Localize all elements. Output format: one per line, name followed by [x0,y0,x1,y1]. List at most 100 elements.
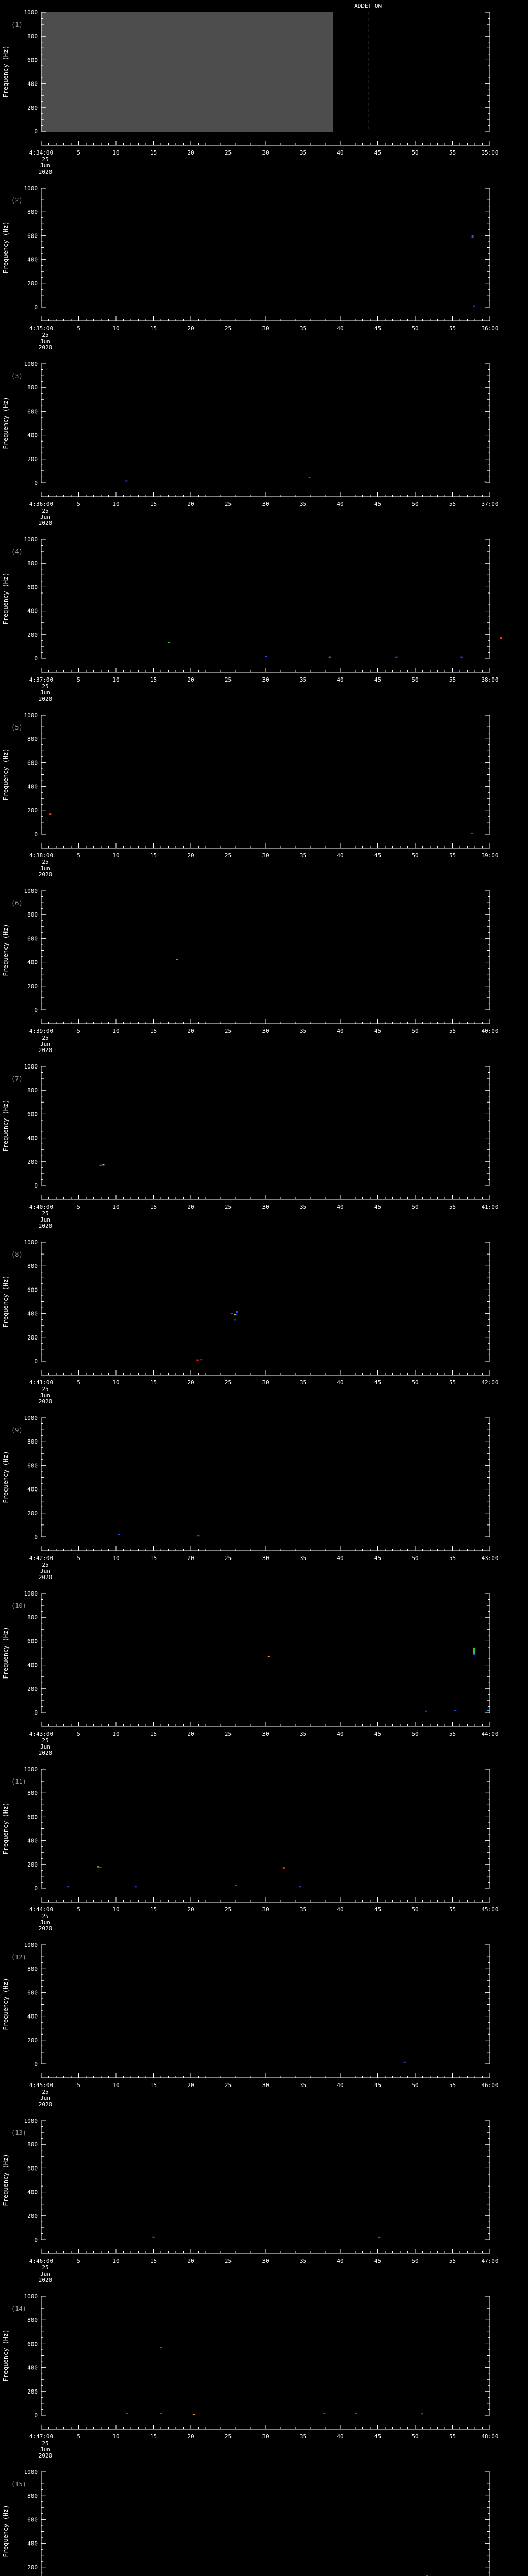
x-tick-label: 40 [337,1204,343,1210]
data-point [484,481,487,482]
x-tick-label: 10 [112,1379,119,1386]
x-axis-date-line: 25 [42,1562,48,1568]
x-tick-label-start: 4:35:00 [29,325,53,332]
x-tick-label: 45 [374,2082,381,2089]
y-tick-label: 200 [27,1159,38,1165]
x-tick-label: 50 [411,2258,418,2264]
x-tick-label: 10 [112,2258,119,2264]
spectrogram-panel: (4) Frequency (Hz) 1000 800 600 400 200 0 4:37:0… [0,527,528,703]
x-tick-label: 25 [225,1028,232,1035]
x-tick-label: 25 [225,1731,232,1737]
x-axis-date-line: Jun [40,514,51,520]
y-axis-title: Frequency (Hz) [2,1099,9,1151]
y-tick-label: 600 [27,2516,38,2523]
x-tick-label: 25 [225,2433,232,2440]
x-tick-label: 20 [187,501,194,507]
data-point [473,1654,475,1655]
x-axis-date-line: 2020 [39,1925,53,1932]
x-tick-label: 30 [262,501,269,507]
x-axis-date-line: 25 [42,859,48,866]
x-tick-label: 40 [337,1906,343,1913]
y-tick-label: 200 [27,280,38,287]
y-tick-label: 800 [27,209,38,215]
y-tick-label: 1000 [24,1590,38,1597]
data-point [99,1164,102,1166]
y-tick-label: 1000 [24,185,38,192]
x-tick-label: 15 [150,1204,157,1210]
panel-index-label: (11) [11,1778,26,1785]
x-axis-date-line: 2020 [39,1047,53,1054]
y-tick-label: 1000 [24,9,38,16]
x-tick-label: 15 [150,2433,157,2440]
x-tick-label: 40 [337,1731,343,1737]
data-point [235,1885,237,1886]
y-tick-label: 600 [27,1814,38,1820]
spectrogram-canvas: (5) Frequency (Hz) 1000 800 600 400 200 0 4:38:0… [2,712,499,878]
x-tick-label: 30 [262,852,269,859]
data-point [234,1314,236,1315]
data-point [328,656,331,658]
y-axis-title: Frequency (Hz) [2,1626,9,1679]
x-tick-label-end: 48:00 [481,2433,498,2440]
x-tick-label: 25 [225,2258,232,2264]
spectrogram-panel: (12) Frequency (Hz) 1000 800 600 400 200 0 4:45:… [0,1933,528,2108]
y-tick-label: 400 [27,1486,38,1493]
y-tick-label: 800 [27,1790,38,1797]
x-tick-label: 55 [449,1204,456,1210]
y-tick-label: 800 [27,560,38,567]
spectrogram-canvas: (14) Frequency (Hz) 1000 800 600 400 200 0 4:47:… [2,2293,499,2459]
x-tick-label: 45 [374,501,381,507]
y-tick-label: 600 [27,584,38,590]
y-tick-label: 800 [27,911,38,918]
x-tick-label-end: 47:00 [481,2258,498,2264]
y-tick-label: 600 [27,2341,38,2347]
x-tick-label: 55 [449,149,456,156]
y-tick-label: 600 [27,1462,38,1469]
y-axis-title: Frequency (Hz) [2,2154,9,2206]
spectrogram-panel: (9) Frequency (Hz) 1000 800 600 400 200 0 4:42:0… [0,1405,528,1581]
panel-index-label: (13) [11,2129,26,2137]
data-point [425,1710,427,1712]
x-axis-date-line: Jun [40,338,51,345]
x-tick-label: 25 [225,1204,232,1210]
x-tick-label: 5 [77,325,80,332]
x-tick-label: 45 [374,676,381,683]
x-tick-label-start: 4:46:00 [29,2258,53,2264]
data-point [125,480,128,482]
x-tick-label: 25 [225,1379,232,1386]
x-tick-label: 5 [77,1906,80,1913]
data-point [473,1647,475,1654]
x-tick-label: 35 [300,2082,306,2089]
y-tick-label: 400 [27,2013,38,2020]
spectrogram-panel: ADDET_ON (1) Frequency (Hz) 1000 800 600 400 20… [0,0,528,176]
x-axis-date-line: Jun [40,2446,51,2453]
x-tick-label: 45 [374,852,381,859]
y-tick-label: 400 [27,81,38,88]
x-tick-label: 10 [112,1906,119,1913]
axes-path [41,1769,490,1903]
y-tick-label: 400 [27,784,38,790]
x-tick-label-start: 4:45:00 [29,2082,53,2089]
x-tick-label: 35 [300,1906,306,1913]
x-axis-date-line: 25 [42,2089,48,2095]
x-axis-date-line: 25 [42,1386,48,1393]
x-tick-label-start: 4:47:00 [29,2433,53,2440]
x-tick-label: 50 [411,325,418,332]
axes-path [41,1066,490,1200]
x-tick-label: 30 [262,1731,269,1737]
panel-index-label: (1) [11,21,23,28]
x-tick-label: 5 [77,1731,80,1737]
y-tick-label: 400 [27,1838,38,1844]
x-axis-date-line: 2020 [39,520,53,527]
x-tick-label: 30 [262,325,269,332]
x-tick-label: 40 [337,852,343,859]
y-tick-label: 800 [27,1965,38,1972]
x-tick-label: 40 [337,676,343,683]
x-tick-label: 35 [300,2258,306,2264]
x-tick-label: 50 [411,1204,418,1210]
x-tick-label: 25 [225,1555,232,1562]
x-axis-date-line: 25 [42,1035,48,1041]
x-tick-label-end: 36:00 [481,325,498,332]
spectrogram-panel: (14) Frequency (Hz) 1000 800 600 400 200 0 4:47:… [0,2284,528,2460]
y-tick-label: 200 [27,1510,38,1517]
